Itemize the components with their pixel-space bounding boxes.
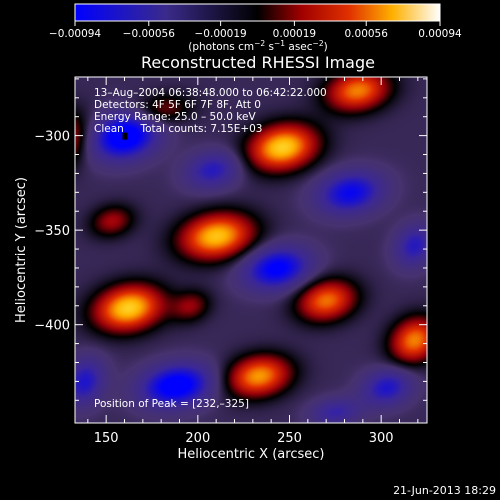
y-axis-label: Heliocentric Y (arcsec) (14, 177, 29, 323)
y-tick-label: −400 (34, 319, 70, 334)
peak-marker (122, 132, 128, 140)
x-axis-label: Heliocentric X (arcsec) (178, 447, 325, 462)
colorbar-tick-label: 0.00094 (418, 28, 462, 40)
y-tick-label: −350 (34, 224, 70, 239)
colorbar-tick-label: 0.00056 (345, 28, 389, 40)
x-tick-label: 150 (94, 431, 119, 446)
x-tick-label: 200 (185, 431, 210, 446)
colorbar-tick-label: −0.00019 (195, 28, 247, 40)
colorbar-units: (photons cm−2 s−1 asec−2) (188, 39, 327, 53)
annotation-energy-range: Energy Range: 25.0 – 50.0 keV (94, 111, 256, 123)
colorbar-ticks: −0.00094 −0.00056 −0.00019 0.00019 0.00056 0.… (49, 21, 462, 40)
x-tick-label: 250 (277, 431, 302, 446)
colorbar (74, 3, 441, 22)
colorbar-tick-label: 0.00019 (273, 28, 316, 40)
y-axis: −300 −350 −400 (34, 78, 427, 401)
plot-frame (74, 76, 428, 424)
chart-title: Reconstructed RHESSI Image (141, 53, 375, 72)
peak-position-label: Position of Peak = [232,–325] (94, 398, 249, 410)
annotation-clean-counts: Clean Total counts: 7.15E+03 (94, 123, 263, 135)
x-axis: 150 200 250 300 (87, 77, 419, 446)
heatmap-image (75, 77, 427, 423)
annotation-time-range: 13–Aug–2004 06:38:48.000 to 06:42:22.000 (94, 87, 327, 99)
y-tick-label: −300 (34, 130, 70, 145)
colorbar-tick-label: −0.00094 (49, 28, 102, 40)
x-tick-label: 300 (369, 431, 394, 446)
colorbar-tick-label: −0.00056 (123, 28, 176, 40)
annotation-detectors: Detectors: 4F 5F 6F 7F 8F, Att 0 (94, 99, 261, 111)
footer-timestamp: 21-Jun-2013 18:29 (393, 484, 496, 497)
